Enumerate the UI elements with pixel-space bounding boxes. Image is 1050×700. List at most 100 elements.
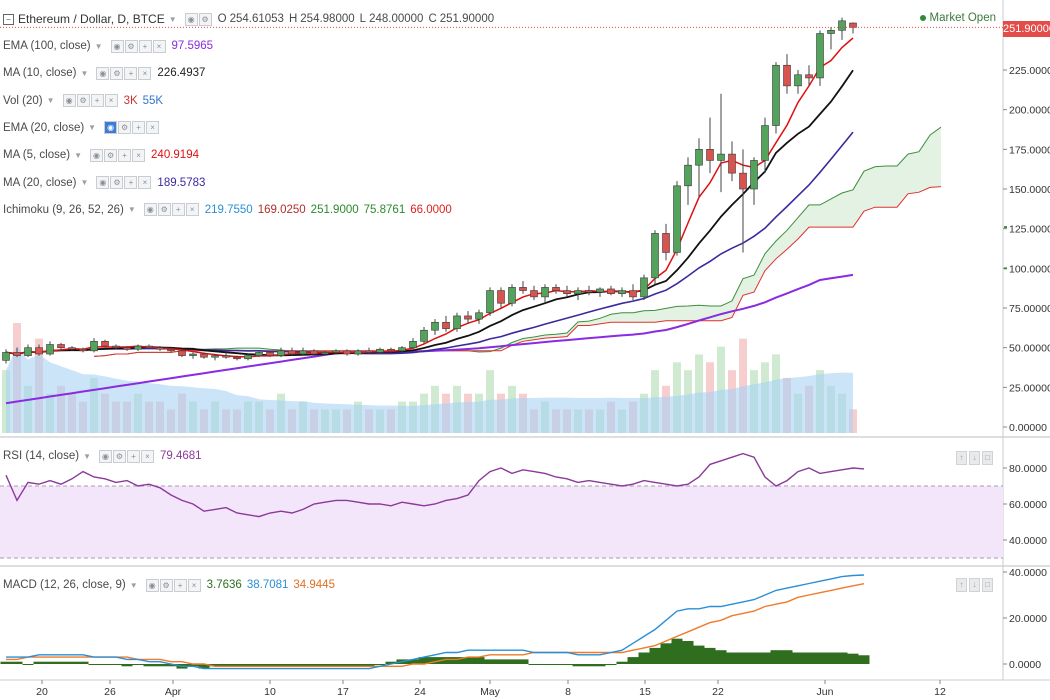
settings-icon[interactable]: ⚙ xyxy=(124,39,138,53)
eye-icon[interactable]: ◉ xyxy=(143,203,157,217)
arrow-up-icon[interactable]: ↑ xyxy=(956,578,967,592)
candle-body xyxy=(57,344,65,348)
open-value: 254.61053 xyxy=(229,13,284,25)
chevron-down-icon[interactable]: ▼ xyxy=(74,150,83,160)
plus-icon[interactable]: + xyxy=(118,148,132,162)
chevron-down-icon[interactable]: ▼ xyxy=(94,41,103,51)
legend-toolbar[interactable]: ◉ ⚙ + × xyxy=(145,578,201,592)
close-icon[interactable]: × xyxy=(185,203,199,217)
arrow-down-icon[interactable]: ↓ xyxy=(969,578,980,592)
macd-histogram-bar xyxy=(253,664,265,667)
time-tick-label: Apr xyxy=(165,686,182,698)
close-icon[interactable]: × xyxy=(138,66,152,80)
indicator-title[interactable]: Vol (20) xyxy=(3,94,43,107)
indicator-title[interactable]: EMA (20, close) xyxy=(3,121,85,134)
settings-icon[interactable]: ⚙ xyxy=(76,94,90,108)
candle-body xyxy=(640,277,648,298)
eye-icon[interactable]: ◉ xyxy=(104,121,118,135)
eye-icon[interactable]: ◉ xyxy=(96,66,110,80)
legend-toolbar[interactable]: ◉ ⚙ xyxy=(184,12,212,26)
chevron-down-icon[interactable]: ▼ xyxy=(168,14,177,24)
plus-icon[interactable]: + xyxy=(90,94,104,108)
candle-body xyxy=(618,290,626,295)
chevron-down-icon[interactable]: ▼ xyxy=(83,451,91,461)
chevron-down-icon[interactable]: ▼ xyxy=(88,123,97,133)
chevron-down-icon[interactable]: ▼ xyxy=(80,68,89,78)
legend-toolbar[interactable]: ◉ ⚙ + × xyxy=(104,121,160,135)
legend-toolbar[interactable]: ◉ ⚙ + × xyxy=(62,94,118,108)
close-icon[interactable]: × xyxy=(140,449,154,463)
eye-icon[interactable]: ◉ xyxy=(184,12,198,26)
close-icon[interactable]: × xyxy=(152,39,166,53)
arrow-up-icon[interactable]: ↑ xyxy=(956,451,967,465)
eye-icon[interactable]: ◉ xyxy=(62,94,76,108)
legend-toolbar[interactable]: ◉ ⚙ + × xyxy=(98,449,154,463)
settings-icon[interactable]: ⚙ xyxy=(104,148,118,162)
candle-body xyxy=(343,350,351,355)
close-icon[interactable]: × xyxy=(146,121,160,135)
chevron-down-icon[interactable]: ▼ xyxy=(46,96,55,106)
eye-icon[interactable]: ◉ xyxy=(110,39,124,53)
symbol-title[interactable]: Ethereum / Dollar, D, BTCE xyxy=(18,12,165,26)
collapse-box-icon[interactable]: − xyxy=(3,13,14,25)
ichimoku-cloud xyxy=(94,127,941,357)
arrow-down-icon[interactable]: ↓ xyxy=(969,451,980,465)
eye-icon[interactable]: ◉ xyxy=(90,148,104,162)
settings-icon[interactable]: ⚙ xyxy=(110,66,124,80)
plus-icon[interactable]: + xyxy=(132,121,146,135)
eye-icon[interactable]: ◉ xyxy=(145,578,159,592)
settings-icon[interactable]: ⚙ xyxy=(110,176,124,189)
macd-histogram-bar xyxy=(363,664,375,667)
indicator-title[interactable]: MA (20, close) xyxy=(3,176,77,189)
macd-histogram-bar xyxy=(33,661,45,664)
chevron-down-icon[interactable]: ▼ xyxy=(129,580,138,590)
legend-toolbar[interactable]: ◉ ⚙ + × xyxy=(143,203,199,217)
settings-icon[interactable]: ⚙ xyxy=(198,12,212,26)
macd-histogram-bar xyxy=(374,664,386,665)
close-icon[interactable]: × xyxy=(132,148,146,162)
plus-icon[interactable]: + xyxy=(171,203,185,217)
macd-histogram-bar xyxy=(517,659,529,664)
plus-icon[interactable]: + xyxy=(124,176,138,189)
indicator-value: 55K xyxy=(142,94,164,107)
legend-toolbar[interactable]: ◉ ⚙ + × xyxy=(96,66,152,80)
macd-histogram-bar xyxy=(385,661,397,664)
candle-body xyxy=(310,350,318,355)
eye-icon[interactable]: ◉ xyxy=(96,176,110,189)
legend-toolbar[interactable]: ◉ ⚙ + × xyxy=(90,148,146,162)
settings-icon[interactable]: ⚙ xyxy=(159,578,173,592)
close-icon[interactable]: × xyxy=(138,176,152,189)
indicator-title[interactable]: EMA (100, close) xyxy=(3,40,91,52)
axis-marker xyxy=(1004,226,1007,229)
macd-pane-buttons[interactable]: ↑ ↓ □ xyxy=(956,578,993,592)
legend-toolbar[interactable]: ◉ ⚙ + × xyxy=(96,176,152,189)
close-label: C xyxy=(428,13,437,25)
chevron-down-icon[interactable]: ▼ xyxy=(80,178,89,187)
maximize-icon[interactable]: □ xyxy=(982,451,993,465)
close-icon[interactable]: × xyxy=(104,94,118,108)
indicator-title[interactable]: Ichimoku (9, 26, 52, 26) xyxy=(3,203,124,216)
plus-icon[interactable]: + xyxy=(124,66,138,80)
settings-icon[interactable]: ⚙ xyxy=(112,449,126,463)
settings-icon[interactable]: ⚙ xyxy=(157,203,171,217)
eye-icon[interactable]: ◉ xyxy=(98,449,112,463)
candle-body xyxy=(332,350,340,353)
plus-icon[interactable]: + xyxy=(173,578,187,592)
volume-ma-area xyxy=(6,346,853,433)
chevron-down-icon[interactable]: ▼ xyxy=(127,205,136,215)
rsi-pane-buttons[interactable]: ↑ ↓ □ xyxy=(956,451,993,465)
close-icon[interactable]: × xyxy=(187,578,201,592)
legend-toolbar[interactable]: ◉ ⚙ + × xyxy=(110,39,166,53)
candle-body xyxy=(816,33,824,79)
indicator-title[interactable]: MA (10, close) xyxy=(3,67,77,80)
rsi-title[interactable]: RSI (14, close) xyxy=(3,450,80,462)
macd-title[interactable]: MACD (12, 26, close, 9) xyxy=(3,579,126,591)
plus-icon[interactable]: + xyxy=(138,39,152,53)
candle-body xyxy=(24,347,32,356)
maximize-icon[interactable]: □ xyxy=(982,578,993,592)
indicator-title[interactable]: MA (5, close) xyxy=(3,149,71,162)
settings-icon[interactable]: ⚙ xyxy=(118,121,132,135)
plus-icon[interactable]: + xyxy=(126,449,140,463)
candle-body xyxy=(90,341,98,352)
